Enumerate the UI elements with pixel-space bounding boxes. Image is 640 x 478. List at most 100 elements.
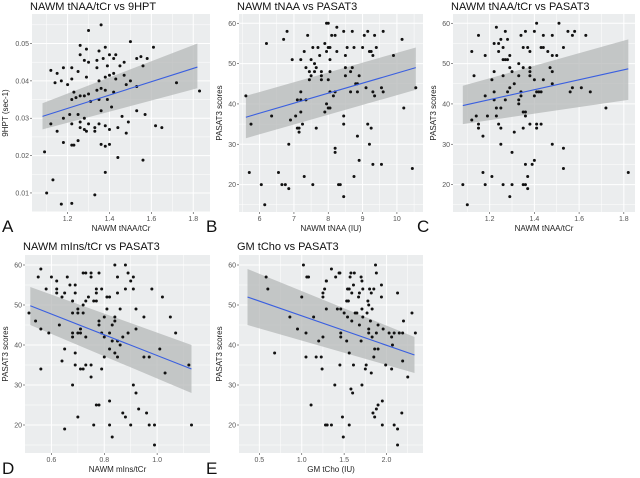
chart-title: NAWM tNAA/tCr vs PASAT3 <box>451 1 590 13</box>
data-point <box>131 275 135 279</box>
data-point <box>63 291 67 295</box>
data-point <box>74 96 78 100</box>
data-point <box>94 287 98 291</box>
data-point <box>141 158 145 162</box>
data-point <box>107 53 111 57</box>
data-point <box>392 423 396 427</box>
data-point <box>325 50 329 54</box>
data-point <box>153 423 156 427</box>
data-point <box>160 126 164 130</box>
data-point <box>47 331 51 335</box>
data-point <box>316 45 320 49</box>
x-tick-label: 10 <box>393 216 401 223</box>
data-point <box>311 183 315 187</box>
data-point <box>319 355 323 359</box>
data-point <box>121 411 125 415</box>
data-point <box>579 86 583 90</box>
data-point <box>588 90 592 94</box>
data-point <box>374 407 378 411</box>
x-tick-label: 1.0 <box>152 457 162 464</box>
data-point <box>367 331 371 335</box>
data-point <box>81 271 85 275</box>
data-point <box>55 287 59 291</box>
data-point <box>70 98 74 102</box>
data-point <box>123 287 127 291</box>
data-point <box>103 45 107 49</box>
data-point <box>300 295 304 299</box>
confidence-band <box>462 39 629 125</box>
data-point <box>335 25 339 29</box>
data-point <box>97 323 101 327</box>
y-tick-label: 20 <box>228 423 236 430</box>
data-point <box>352 271 356 275</box>
data-point <box>82 94 86 98</box>
data-point <box>107 142 111 146</box>
data-point <box>142 315 146 319</box>
data-point <box>150 287 154 291</box>
data-point <box>247 170 251 174</box>
data-point <box>128 79 132 83</box>
data-point <box>110 435 114 439</box>
data-point <box>270 114 274 118</box>
data-point <box>153 443 156 447</box>
data-point <box>528 66 532 70</box>
data-point <box>198 89 202 93</box>
data-point <box>326 78 330 82</box>
panel-letter: E <box>206 459 217 478</box>
data-point <box>347 423 351 427</box>
data-point <box>174 81 178 85</box>
data-point <box>147 423 151 427</box>
data-point <box>570 86 574 90</box>
data-point <box>61 116 65 120</box>
x-tick-label: 2.0 <box>382 457 392 464</box>
data-point <box>113 315 117 319</box>
data-point <box>76 415 80 419</box>
data-point <box>110 105 114 109</box>
data-point <box>101 56 105 60</box>
data-point <box>78 126 82 130</box>
data-point <box>499 126 503 130</box>
confidence-band <box>247 269 415 373</box>
data-point <box>70 201 74 205</box>
data-point <box>366 29 370 33</box>
data-point <box>402 106 406 110</box>
x-tick-label: 1.2 <box>485 216 495 223</box>
data-point <box>57 323 61 327</box>
data-point <box>503 29 507 33</box>
data-point <box>55 291 59 295</box>
data-point <box>379 86 383 90</box>
data-point <box>314 66 318 70</box>
data-point <box>357 74 361 78</box>
data-point <box>49 122 53 126</box>
data-point <box>349 271 353 275</box>
data-point <box>311 45 315 49</box>
data-point <box>259 183 263 187</box>
data-point <box>107 73 111 77</box>
data-point <box>359 339 363 343</box>
data-point <box>190 423 193 427</box>
data-point <box>390 367 394 371</box>
data-point <box>343 66 347 70</box>
data-point <box>476 122 480 126</box>
data-point <box>501 45 505 49</box>
data-point <box>523 29 527 33</box>
data-point <box>361 315 365 319</box>
data-point <box>99 142 103 146</box>
data-point <box>390 335 394 339</box>
regression-line <box>462 68 629 107</box>
data-point <box>59 202 63 206</box>
data-point <box>413 331 417 335</box>
data-point <box>168 315 172 319</box>
data-point <box>550 70 554 74</box>
data-point <box>501 183 505 187</box>
data-point <box>297 126 301 130</box>
data-point <box>105 295 109 299</box>
x-tick-label: 0.8 <box>99 457 109 464</box>
data-point <box>410 166 414 170</box>
data-point <box>301 122 305 126</box>
data-point <box>135 109 139 113</box>
data-point <box>396 443 400 447</box>
data-point <box>93 193 97 197</box>
data-point <box>163 371 167 375</box>
data-point <box>521 45 525 49</box>
